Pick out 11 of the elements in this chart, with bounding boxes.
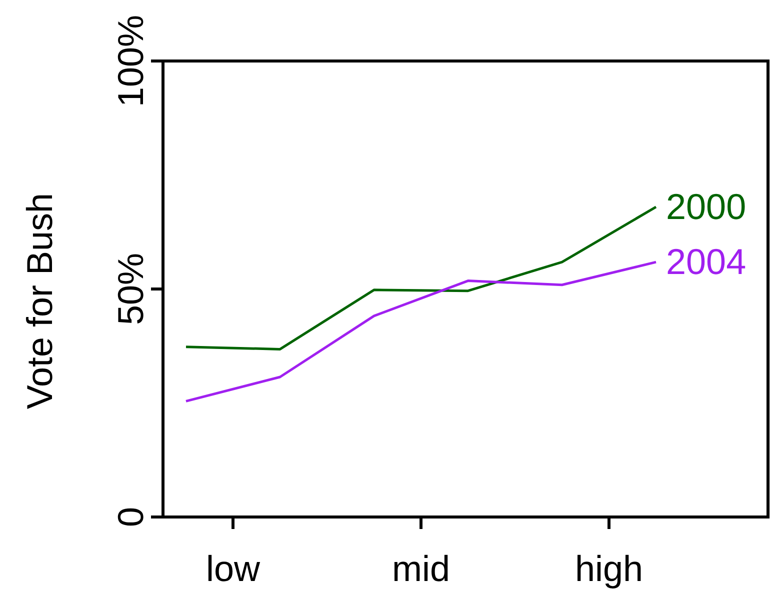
text: mid (392, 548, 450, 589)
y-tick-label: 50% (110, 252, 151, 326)
y-tick-label: 0 (110, 506, 151, 528)
text: low (206, 548, 262, 589)
series-label: 2000 (666, 186, 746, 227)
line-series (184, 260, 658, 402)
y-axis-title: Vote for Bush (19, 192, 60, 410)
text: high (574, 548, 644, 589)
line-series (184, 206, 658, 350)
series-label: 2004 (666, 241, 746, 282)
y-tick-label: 100% (110, 14, 151, 108)
